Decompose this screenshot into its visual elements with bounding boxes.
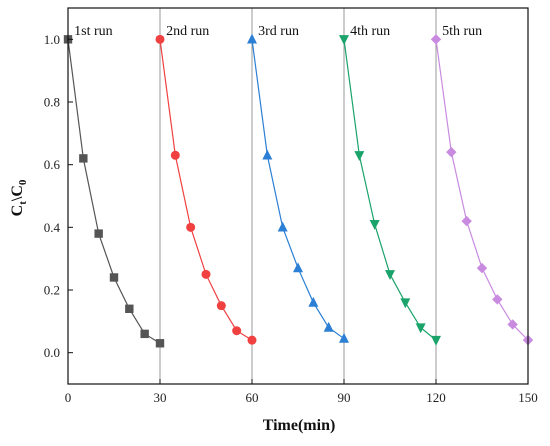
- data-point-circle: [216, 301, 226, 311]
- data-point-triangle-down: [369, 220, 380, 230]
- run-label: 2nd run: [166, 24, 209, 39]
- data-point-triangle-down: [400, 298, 411, 309]
- run-label: 4th run: [350, 24, 390, 39]
- data-point-square: [79, 154, 88, 163]
- data-point-diamond: [461, 215, 472, 227]
- series-run-2: [155, 34, 257, 345]
- y-tick-label: 0.4: [44, 220, 61, 235]
- data-point-triangle-up: [277, 221, 288, 232]
- data-point-triangle-up: [247, 33, 257, 44]
- plot-area: [68, 8, 528, 384]
- data-point-square: [125, 304, 134, 313]
- run-label: 3rd run: [258, 24, 299, 39]
- data-point-diamond: [430, 34, 442, 45]
- data-point-circle: [247, 335, 257, 345]
- data-point-circle: [186, 222, 196, 232]
- data-point-diamond: [507, 319, 518, 330]
- x-tick-label: 150: [518, 390, 538, 405]
- x-tick-label: 120: [426, 390, 446, 405]
- run-label: 1st run: [74, 24, 113, 39]
- series-run-3: [247, 33, 349, 343]
- data-point-square: [94, 229, 103, 238]
- axes: 0 30 60 90 120 150 0.0 0.2 0.4 0.6 0.8 1.0: [44, 7, 538, 405]
- data-point-square: [155, 339, 165, 348]
- x-tick-label: 30: [154, 390, 167, 405]
- plot-frame: [67, 7, 529, 385]
- data-point-triangle-down: [354, 151, 365, 161]
- y-axis-title-sub-t: t: [17, 201, 29, 205]
- data-point-triangle-down: [431, 335, 441, 346]
- y-tick-label: 1.0: [44, 32, 60, 47]
- data-point-diamond: [446, 146, 457, 158]
- data-point-square: [109, 273, 119, 282]
- y-tick-label: 0.8: [44, 95, 60, 110]
- y-tick-label: 0.2: [44, 283, 60, 298]
- series-run-4: [339, 35, 441, 346]
- data-point-triangle-up: [293, 262, 303, 273]
- data-point-triangle-down: [415, 323, 426, 334]
- data-point-circle: [155, 34, 165, 44]
- data-point-triangle-up: [323, 321, 334, 332]
- data-point-diamond: [492, 294, 503, 305]
- y-tick-label: 0.0: [44, 345, 60, 360]
- x-tick-label: 0: [65, 390, 72, 405]
- data-point-circle: [170, 150, 180, 160]
- run-labels: 1st run 2nd run 3rd run 4th run 5th run: [74, 24, 482, 39]
- data-point-circle: [232, 326, 242, 336]
- x-axis-title: Time(min): [263, 417, 336, 434]
- data-point-triangle-up: [262, 149, 273, 160]
- y-axis-title-sep: \C: [9, 185, 26, 202]
- y-axis-title-c: C: [9, 205, 26, 217]
- plot-background: [68, 8, 528, 384]
- data-point-triangle-up: [339, 332, 349, 343]
- data-point-triangle-up: [308, 296, 319, 307]
- series-run-5: [430, 34, 534, 346]
- y-axis-title: Ct\C0: [9, 179, 29, 216]
- data-point-diamond: [476, 262, 488, 274]
- run-label: 5th run: [442, 24, 482, 39]
- data-point-triangle-down: [385, 270, 395, 281]
- data-point-circle: [201, 269, 211, 279]
- y-axis-title-sub-0: 0: [17, 179, 29, 185]
- x-tick-label: 60: [246, 390, 259, 405]
- x-tick-label: 90: [338, 390, 351, 405]
- run-separators: [159, 8, 437, 384]
- data-point-square: [140, 329, 149, 339]
- y-tick-label: 0.6: [44, 157, 61, 172]
- data-point-triangle-down: [339, 35, 349, 46]
